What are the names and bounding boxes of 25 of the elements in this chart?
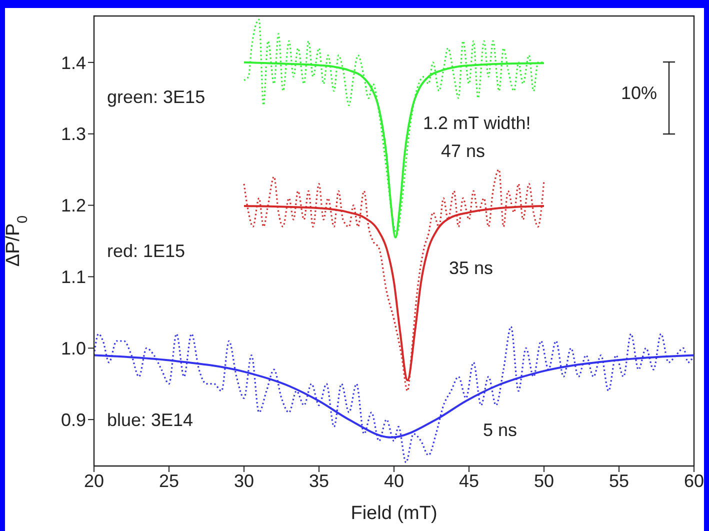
x-tick-label: 50: [534, 470, 554, 491]
annotation: 35 ns: [449, 257, 494, 279]
x-tick-label: 30: [234, 470, 254, 491]
annotation: 47 ns: [441, 140, 486, 162]
annotation: green: 3E15: [107, 86, 206, 108]
y-tick-label: 1.3: [60, 124, 86, 144]
annotation: blue: 3E14: [107, 409, 194, 431]
y-tick-label: 1.1: [60, 267, 86, 288]
x-tick-label: 45: [458, 470, 480, 491]
x-tick-label: 20: [84, 470, 104, 491]
y-tick-label: 1.4: [60, 52, 86, 73]
y-tick-label: 0.9: [60, 410, 86, 430]
line-series: [243, 168, 545, 392]
annotation: 10%: [621, 82, 658, 104]
x-tick-label: 60: [684, 470, 704, 491]
x-tick-label: 35: [308, 470, 330, 491]
annotation: 5 ns: [483, 419, 518, 441]
x-axis-title: Field (mT): [350, 503, 438, 524]
x-tick-label: 55: [608, 470, 630, 491]
y-tick-label: 1.2: [60, 196, 86, 216]
annotation: 1.2 mT width!: [423, 112, 531, 134]
annotation: red: 1E15: [107, 240, 186, 262]
x-tick-label: 40: [384, 470, 404, 491]
x-tick-label: 25: [158, 470, 180, 491]
y-tick-label: 1.0: [60, 338, 86, 359]
